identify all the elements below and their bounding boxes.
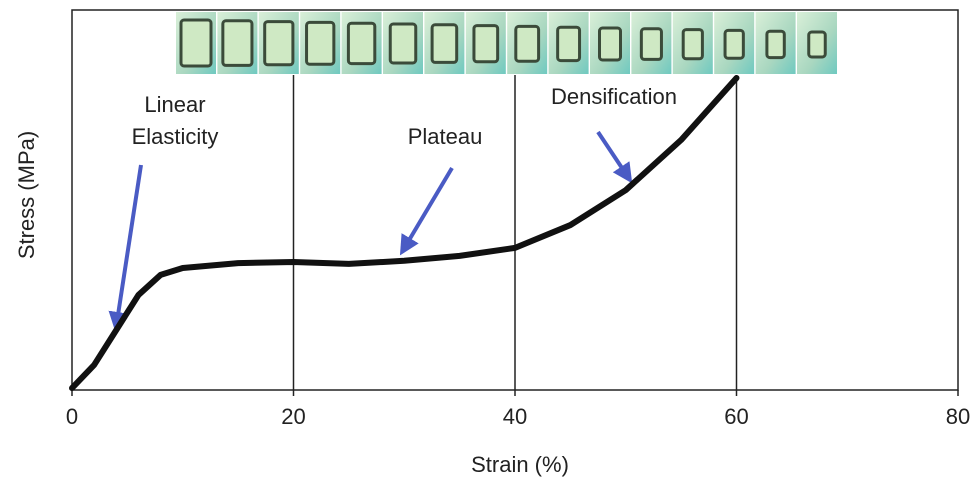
specimen	[305, 20, 336, 66]
x-tick-label: 0	[66, 404, 78, 429]
specimen	[556, 25, 582, 63]
specimen	[807, 30, 827, 59]
stress-strain-curve	[69, 75, 740, 392]
y-axis-label: Stress (MPa)	[14, 131, 39, 259]
specimen	[430, 23, 459, 64]
annotation: Elasticity	[132, 124, 219, 149]
specimen	[598, 26, 622, 62]
annotation: Densification	[551, 84, 677, 109]
x-tick-label: 60	[724, 404, 748, 429]
specimen	[765, 29, 786, 60]
specimen	[221, 19, 254, 67]
specimen	[639, 27, 663, 61]
annotation-arrow	[399, 166, 454, 256]
x-tick-label: 80	[946, 404, 970, 429]
specimen	[263, 20, 295, 67]
annotation-arrow	[108, 164, 143, 332]
annotation: Plateau	[408, 124, 483, 149]
specimen	[388, 22, 418, 65]
specimen	[346, 21, 377, 66]
specimen	[723, 28, 745, 60]
x-tick-label: 20	[281, 404, 305, 429]
specimen-images	[176, 12, 837, 74]
annotation: Linear	[144, 92, 205, 117]
x-axis-label: Strain (%)	[471, 452, 569, 477]
specimen	[514, 24, 541, 63]
x-tick-label: 40	[503, 404, 527, 429]
specimen	[681, 28, 704, 61]
specimen	[472, 24, 500, 64]
specimen	[179, 18, 213, 68]
annotation-arrow	[596, 130, 633, 184]
